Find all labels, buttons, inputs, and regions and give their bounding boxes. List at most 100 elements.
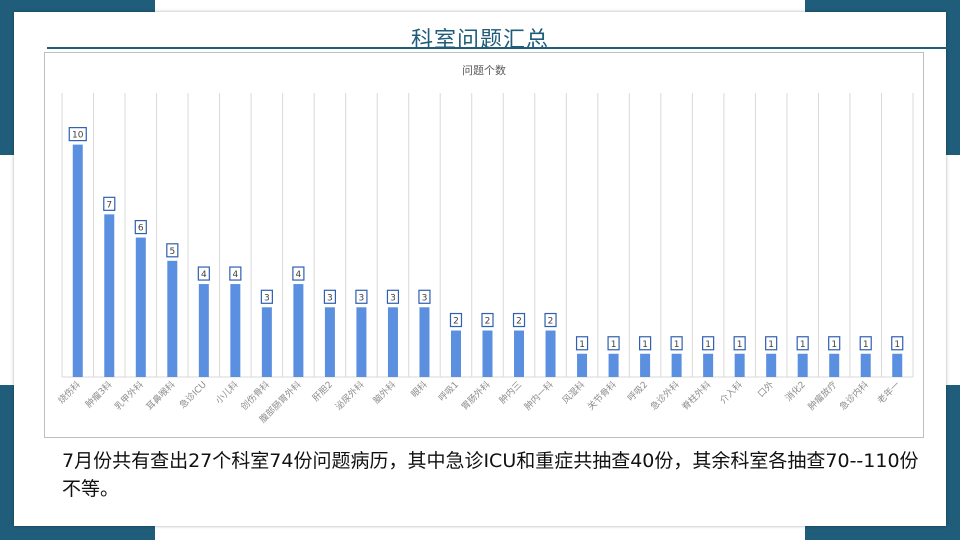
data-label: 3 [264,293,270,303]
bar [892,353,903,377]
data-label-box [197,266,210,281]
bar [734,353,745,377]
bar [450,330,461,377]
data-label-box [355,289,368,304]
data-label-box [260,289,273,304]
data-label: 4 [232,270,238,280]
bar [356,307,367,377]
bar [703,353,714,377]
bar-chart: 问题个数 10 7 6 5 4 4 3 4 3 3 3 3 2 2 2 2 1 1 1 1 1 1 1 1 1 1 1 烧伤科 肿瘤3… [55,64,914,426]
bar [387,307,398,377]
data-labels: 10 7 6 5 4 4 3 4 3 3 3 3 2 2 2 2 1 1 1 1 1 1 1 1 1 1 1 [68,127,904,351]
bar [293,284,304,377]
bar [104,214,115,377]
bar [230,284,241,377]
data-label: 3 [327,293,333,303]
data-label: 2 [485,317,491,327]
x-tick-label: 呼吸1 [437,379,462,404]
bar [608,353,619,377]
x-tick-label: 胃肠外科 [459,379,493,413]
bar [514,330,525,377]
bar [766,353,777,377]
data-label-box [702,336,715,351]
data-label: 4 [201,270,207,280]
data-label: 5 [169,247,175,257]
data-label-box [386,289,400,304]
x-tick-label: 急诊ICU [177,379,209,411]
bar [797,353,808,377]
data-label-box [575,336,589,351]
data-label: 4 [296,270,302,280]
data-label-box [512,312,526,328]
chart-area: 问题个数 10 7 6 5 4 4 3 4 3 3 3 3 2 2 2 2 1 1 1 1 1 1 1 1 1 1 1 烧伤科 肿瘤3… [44,52,924,438]
bar [671,353,682,377]
bar [545,330,556,377]
summary-caption: 7月份共有查出27个科室74份问题病历，其中急诊ICU和重症共抽查40份，其余科… [62,450,919,500]
x-tick-label: 肿瘤放疗 [805,379,839,413]
data-label-box [544,312,557,328]
bar [324,307,335,377]
data-label-box [828,336,841,351]
slide-title: 科室问题汇总 [410,28,549,53]
x-tick-label: 老年一 [875,379,903,407]
data-label-box [229,266,242,281]
title-underline [47,47,949,49]
data-label: 1 [800,340,806,350]
data-label: 3 [359,293,365,303]
data-label: 1 [894,340,900,350]
data-label-box [765,336,778,351]
data-label: 1 [642,340,648,350]
data-label-box [859,336,872,351]
x-tick-label: 烧伤科 [55,379,83,407]
x-tick-label: 创伤骨科 [238,379,272,413]
data-label-box [607,336,620,351]
data-label: 1 [768,340,774,350]
data-label: 1 [737,340,743,350]
bar [419,307,430,377]
data-label-box [891,336,904,351]
data-label-box [796,336,809,351]
bar [167,260,178,377]
bar [829,353,840,377]
x-tick-label: 眼科 [408,379,429,400]
data-label: 3 [422,293,428,303]
x-tick-label: 小儿科 [213,379,241,407]
x-tick-label: 急诊外科 [648,379,682,413]
data-label-box [292,266,305,281]
bar [640,353,651,377]
data-label-box [103,196,116,211]
bar [198,284,209,377]
bar [860,353,871,377]
bar [261,307,272,377]
data-label: 1 [611,340,617,350]
data-label-box [638,336,652,351]
data-label-box [670,336,683,351]
data-label-box [323,289,337,304]
x-tick-label: 脑外科 [370,379,398,407]
x-tick-label: 风湿科 [560,379,588,407]
data-label-box [481,312,494,328]
x-tick-label: 急诊内科 [837,379,871,413]
data-label: 3 [390,293,396,303]
x-tick-label: 肝胆2 [310,379,335,404]
data-label: 1 [831,340,837,350]
x-tick-label: 消化2 [783,379,808,404]
bars [72,144,903,377]
x-tick-label: 肿内三 [497,379,525,407]
x-tick-label: 乳甲外科 [112,379,146,413]
data-label: 10 [72,131,84,141]
gridlines [61,93,914,378]
x-tick-label: 关节骨科 [585,379,619,413]
bar [72,144,83,377]
x-tick-label: 耳鼻喉科 [143,379,177,413]
data-label-box [134,219,147,235]
x-tick-label: 口外 [755,379,776,400]
bar [577,353,588,377]
data-label-box [418,289,431,304]
data-label: 6 [138,224,144,234]
data-label-box [68,127,87,142]
data-label-box [449,312,463,328]
x-tick-label: 介入科 [717,379,745,407]
x-tick-label: 肿瘤3科 [83,379,115,411]
